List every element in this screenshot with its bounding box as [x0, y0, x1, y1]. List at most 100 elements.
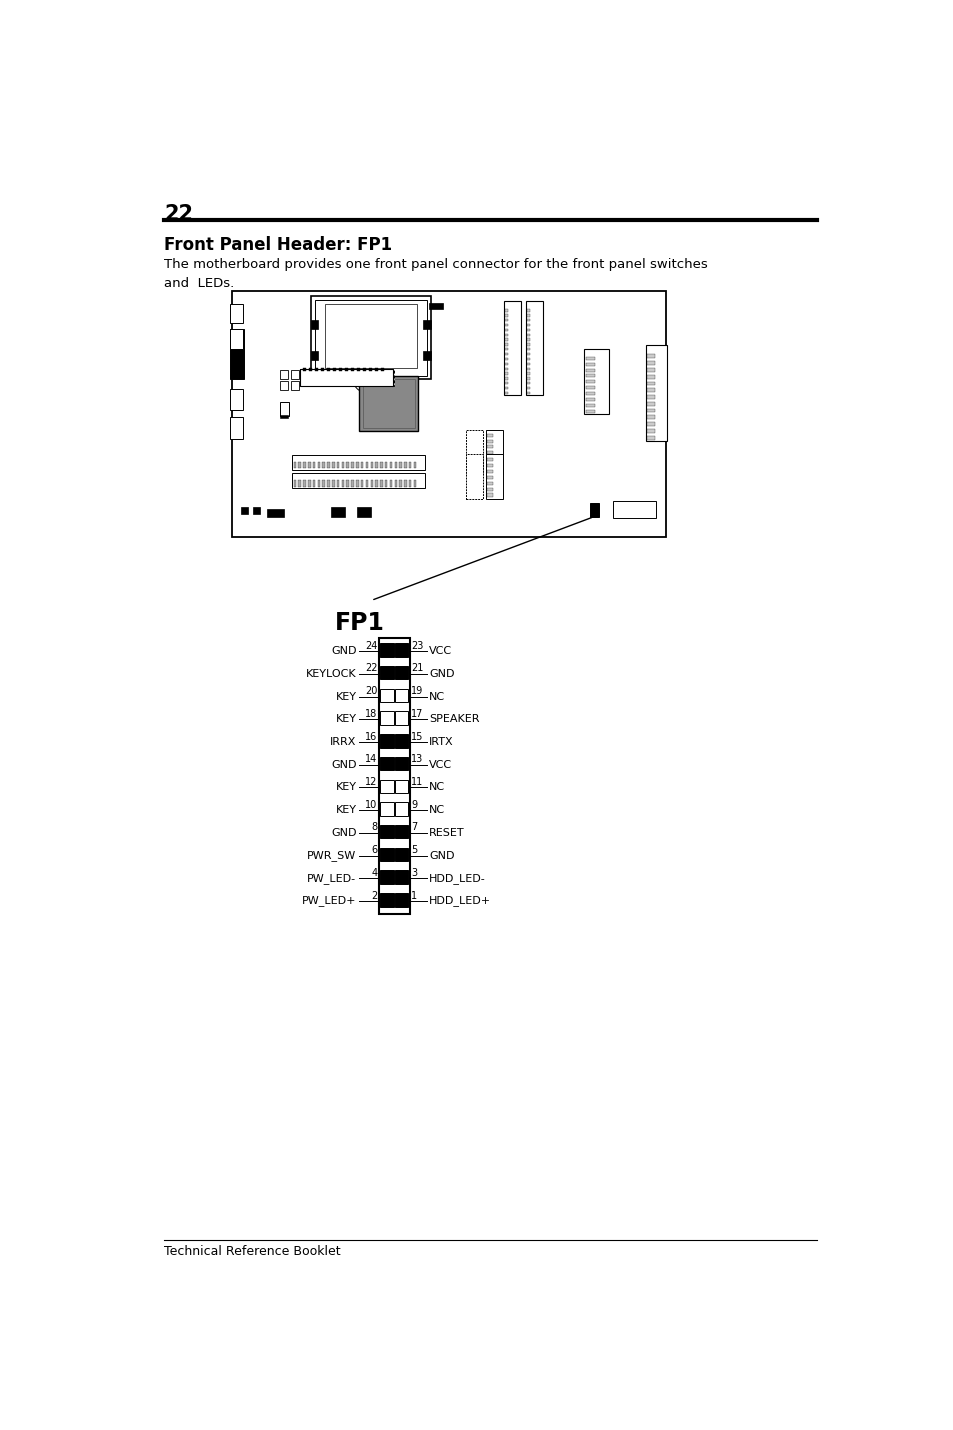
Bar — [360, 480, 363, 486]
Bar — [395, 480, 396, 486]
Bar — [317, 480, 320, 486]
Bar — [505, 319, 508, 322]
Text: KEY: KEY — [335, 782, 356, 792]
Bar — [486, 469, 493, 472]
Bar — [486, 458, 493, 460]
Text: NC: NC — [429, 692, 445, 702]
Bar — [368, 368, 372, 370]
Bar — [585, 398, 595, 400]
Bar — [230, 418, 243, 439]
Bar — [327, 368, 330, 370]
Bar — [399, 480, 401, 486]
Bar — [526, 325, 530, 326]
Bar — [486, 493, 493, 496]
Bar — [313, 462, 315, 468]
Bar — [311, 320, 318, 329]
Bar — [395, 894, 408, 907]
Bar — [298, 480, 300, 486]
Text: 22: 22 — [164, 204, 193, 225]
Text: 11: 11 — [411, 776, 423, 786]
Bar — [505, 378, 508, 379]
Text: 16: 16 — [365, 732, 377, 742]
Text: 20: 20 — [365, 686, 377, 696]
Bar — [314, 300, 427, 376]
Bar — [313, 480, 315, 486]
Text: 9: 9 — [411, 799, 417, 809]
Bar — [346, 480, 349, 486]
Text: IRRX: IRRX — [330, 736, 356, 746]
Text: 19: 19 — [411, 686, 423, 696]
Text: Front Panel Header: FP1: Front Panel Header: FP1 — [164, 236, 392, 253]
Bar — [526, 358, 530, 360]
Text: VCC: VCC — [429, 759, 452, 769]
Bar — [395, 666, 408, 679]
Bar — [486, 465, 493, 468]
Bar — [279, 370, 288, 379]
Bar — [585, 375, 595, 378]
Text: GND: GND — [429, 851, 455, 861]
Bar — [356, 508, 371, 516]
Bar — [486, 482, 493, 485]
Bar — [646, 429, 654, 433]
Bar — [360, 462, 363, 468]
Text: KEY: KEY — [335, 692, 356, 702]
Bar — [585, 363, 595, 366]
Bar — [309, 368, 312, 370]
Bar — [379, 462, 382, 468]
Bar — [230, 389, 243, 410]
Bar — [399, 462, 401, 468]
Bar — [370, 480, 373, 486]
Bar — [279, 380, 288, 389]
Bar — [429, 303, 443, 309]
Bar — [646, 375, 654, 379]
Text: SPEAKER: SPEAKER — [429, 714, 479, 724]
Text: RESET: RESET — [429, 828, 464, 838]
Bar — [311, 296, 431, 379]
Bar — [395, 644, 408, 656]
Bar — [379, 480, 382, 486]
Bar — [526, 315, 530, 316]
Bar — [505, 339, 508, 340]
Bar — [341, 462, 344, 468]
Bar — [526, 392, 530, 395]
Bar — [404, 480, 406, 486]
Bar — [526, 368, 530, 370]
Bar — [409, 462, 411, 468]
Text: VCC: VCC — [429, 646, 452, 656]
Text: 24: 24 — [365, 641, 377, 651]
Bar — [585, 403, 595, 406]
Bar — [505, 333, 508, 336]
Bar — [526, 343, 530, 346]
Bar — [380, 756, 394, 771]
Text: 1: 1 — [411, 891, 417, 901]
Text: 4: 4 — [371, 868, 377, 878]
Bar — [375, 480, 377, 486]
Bar — [355, 480, 358, 486]
Bar — [395, 871, 408, 884]
Bar — [395, 689, 408, 702]
Bar — [646, 436, 654, 439]
Bar — [380, 644, 394, 656]
Text: 3: 3 — [411, 868, 417, 878]
Bar — [380, 368, 383, 370]
Bar — [395, 825, 408, 838]
Text: 5: 5 — [411, 845, 417, 855]
Text: GND: GND — [331, 646, 356, 656]
Bar — [390, 462, 392, 468]
Bar — [317, 462, 320, 468]
Bar — [646, 402, 654, 406]
Bar — [341, 480, 344, 486]
Bar — [395, 734, 408, 748]
Bar — [375, 368, 377, 370]
Bar — [303, 368, 306, 370]
Bar — [292, 473, 425, 488]
Bar — [395, 462, 396, 468]
Bar — [526, 333, 530, 336]
Text: 8: 8 — [371, 822, 377, 832]
Bar — [380, 712, 394, 725]
Bar — [395, 779, 408, 794]
Bar — [333, 368, 335, 370]
Bar — [380, 779, 394, 794]
Text: 13: 13 — [411, 754, 423, 764]
Bar — [279, 402, 289, 416]
